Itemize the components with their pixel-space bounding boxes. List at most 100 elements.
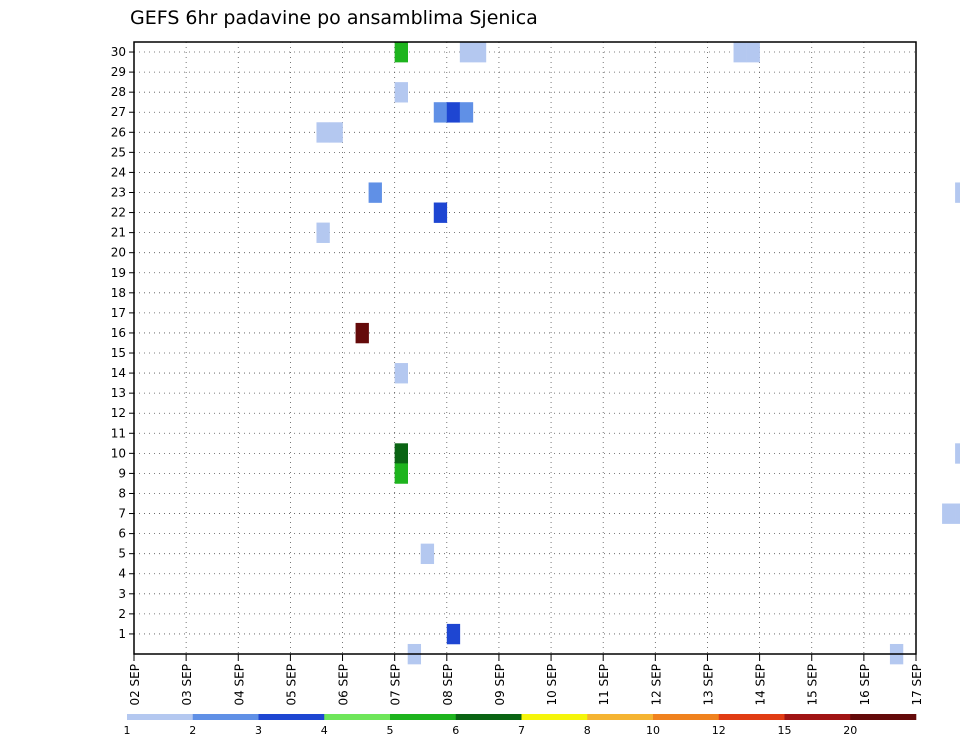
colorbar-swatch <box>192 714 259 720</box>
x-tick-label: 12 SEP <box>649 664 663 706</box>
x-tick-label: 07 SEP <box>389 664 403 706</box>
x-tick-label: 04 SEP <box>232 664 246 706</box>
colorbar-swatch <box>324 714 391 720</box>
x-tick-label: 17 SEP <box>910 664 924 706</box>
colorbar-swatch <box>587 714 654 720</box>
y-tick-label: 10 <box>111 446 126 460</box>
y-tick-label: 12 <box>111 406 126 420</box>
colorbar-label: 7 <box>518 724 525 737</box>
heatmap-cell <box>329 122 343 143</box>
heatmap-cell <box>394 443 408 464</box>
x-tick-label: 02 SEP <box>128 664 142 706</box>
colorbar-swatch <box>653 714 720 720</box>
heatmap-cell <box>942 503 956 524</box>
colorbar-label: 6 <box>452 724 459 737</box>
colorbar-label: 2 <box>189 724 196 737</box>
heatmap-cell <box>459 42 474 63</box>
y-tick-label: 26 <box>111 125 126 139</box>
x-tick-label: 11 SEP <box>597 664 611 706</box>
colorbar-label: 12 <box>712 724 726 737</box>
y-tick-label: 27 <box>111 105 126 119</box>
y-tick-label: 2 <box>118 607 126 621</box>
x-tick-label: 09 SEP <box>493 664 507 706</box>
colorbar-label: 20 <box>843 724 857 737</box>
colorbar-swatch <box>521 714 588 720</box>
y-tick-label: 3 <box>118 587 126 601</box>
y-tick-label: 18 <box>111 286 126 300</box>
heatmap-cell <box>316 122 330 143</box>
y-tick-label: 21 <box>111 226 126 240</box>
heatmap-cell <box>394 463 408 484</box>
heatmap-cells <box>316 42 960 665</box>
colorbar-swatch <box>258 714 325 720</box>
x-axis: 02 SEP 03 SEP 04 SEP 05 SEP 06 SEP 07 SEP 08 S… <box>128 654 924 706</box>
heatmap-cell <box>459 102 474 123</box>
x-tick-label: 16 SEP <box>858 664 872 706</box>
x-tick-label: 13 SEP <box>701 664 715 706</box>
y-tick-label: 13 <box>111 386 126 400</box>
y-tick-label: 19 <box>111 266 126 280</box>
y-tick-label: 15 <box>111 346 126 360</box>
heatmap-cell <box>955 182 960 203</box>
colorbar-swatch <box>127 714 194 720</box>
heatmap-cell <box>733 42 747 63</box>
heatmap-cell <box>746 42 760 63</box>
colorbar-label: 15 <box>778 724 792 737</box>
y-tick-label: 9 <box>118 466 126 480</box>
chart-title: GEFS 6hr padavine po ansamblima Sjenica <box>130 7 538 29</box>
y-tick-label: 5 <box>118 547 126 561</box>
heatmap-cell <box>433 102 448 123</box>
heatmap-cell <box>955 443 960 464</box>
colorbar-swatch <box>390 714 457 720</box>
heatmap-cell <box>394 363 408 384</box>
y-tick-label: 25 <box>111 145 126 159</box>
x-tick-label: 10 SEP <box>545 664 559 706</box>
colorbar-swatch <box>455 714 522 720</box>
x-tick-label: 14 SEP <box>754 664 768 706</box>
colorbar-label: 1 <box>124 724 131 737</box>
heatmap-cell <box>368 182 382 203</box>
y-axis: 1234567891011121314151617181920212223242… <box>111 45 134 641</box>
heatmap-cell <box>394 42 408 63</box>
x-tick-label: 08 SEP <box>441 664 455 706</box>
y-tick-label: 17 <box>111 306 126 320</box>
y-tick-label: 8 <box>118 486 126 500</box>
colorbar-swatch <box>850 714 917 720</box>
heatmap-cell <box>355 322 369 344</box>
y-tick-label: 1 <box>118 627 126 641</box>
colorbar-label: 4 <box>321 724 328 737</box>
y-tick-label: 28 <box>111 85 126 99</box>
heatmap-cell <box>316 222 330 243</box>
heatmap-cell <box>955 503 960 524</box>
plot-frame <box>133 41 917 655</box>
x-tick-label: 03 SEP <box>180 664 194 706</box>
colorbar: 1 2 3 4 5 6 7 8 10 12 15 20 <box>124 714 917 737</box>
heatmap-cell <box>472 42 487 63</box>
colorbar-label: 3 <box>255 724 262 737</box>
colorbar-label: 5 <box>387 724 394 737</box>
heatmap-cell <box>433 202 448 223</box>
y-tick-label: 7 <box>118 507 126 521</box>
x-tick-label: 15 SEP <box>806 664 820 706</box>
y-tick-label: 23 <box>111 185 126 199</box>
y-tick-label: 24 <box>111 165 126 179</box>
y-tick-label: 14 <box>111 366 126 380</box>
heatmap-cell <box>394 82 408 103</box>
y-tick-label: 11 <box>111 426 126 440</box>
y-tick-label: 30 <box>111 45 126 59</box>
colorbar-label: 10 <box>646 724 660 737</box>
y-tick-label: 20 <box>111 246 126 260</box>
y-tick-label: 29 <box>111 65 126 79</box>
colorbar-label: 8 <box>584 724 591 737</box>
colorbar-swatch <box>718 714 785 720</box>
y-tick-label: 16 <box>111 326 126 340</box>
heatmap-cell <box>420 543 435 565</box>
heatmap-cell <box>446 102 461 123</box>
y-tick-label: 4 <box>118 567 126 581</box>
heatmap-cell <box>446 623 461 645</box>
y-tick-label: 6 <box>118 527 126 541</box>
x-tick-label: 05 SEP <box>284 664 298 706</box>
grid <box>133 42 917 654</box>
colorbar-swatch <box>784 714 851 720</box>
